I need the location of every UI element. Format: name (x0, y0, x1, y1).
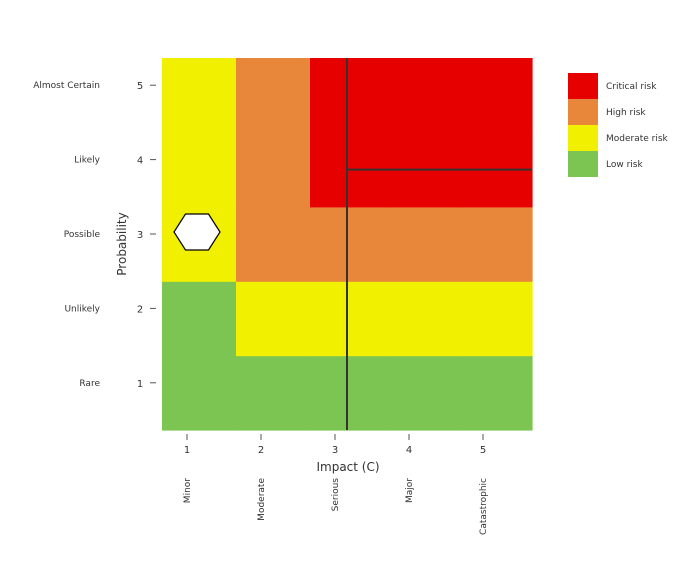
x-tick-label: 1 (184, 445, 190, 456)
x-category-label: Catastrophic (479, 478, 489, 535)
x-tick-label: 2 (258, 445, 264, 456)
heatmap-cell-x5-y1 (458, 355, 533, 431)
x-tick-label: 4 (406, 445, 412, 456)
x-tick-label: 5 (480, 445, 486, 456)
y-category-label: Unlikely (64, 304, 100, 314)
heatmap-cell-x4-y2 (384, 281, 459, 357)
x-category-label: Major (405, 478, 415, 503)
heatmap-cell-x1-y4 (162, 132, 237, 208)
y-tick-label: 5 (137, 81, 143, 92)
heatmap-cell-x5-y3 (458, 206, 533, 282)
heatmap-cell-x2-y2 (236, 281, 311, 357)
x-category-label: Minor (183, 478, 193, 503)
y-tick-label: 4 (137, 156, 143, 167)
y-axis-title: Probability (115, 212, 129, 275)
heatmap-cell-x2-y4 (236, 132, 311, 208)
x-axis-title: Impact (C) (316, 460, 379, 474)
x-category-label: Serious (331, 478, 341, 512)
x-axis: 1 Minor 2 Moderate 3 Serious 4 Major 5 Catastroph… (183, 434, 489, 535)
heatmap-cell-x1-y2 (162, 281, 237, 357)
heatmap-cell-x1-y5 (162, 58, 237, 133)
legend: Critical risk High risk Moderate risk Low r… (568, 73, 669, 177)
heatmap-cell-x5-y2 (458, 281, 533, 357)
heatmap-cell-x2-y5 (236, 58, 311, 133)
y-axis: 1 Rare 2 Unlikely 3 Possible 4 Likely 5 Almost Ce… (33, 81, 156, 390)
risk-marker-hexagon (173, 213, 221, 251)
y-category-label: Almost Certain (33, 81, 100, 91)
legend-swatch (568, 125, 598, 151)
y-category-label: Likely (74, 156, 100, 166)
heatmap-cell-x4-y5 (384, 58, 459, 133)
legend-swatch (568, 151, 598, 177)
legend-label: Moderate risk (606, 134, 669, 144)
legend-label: Critical risk (606, 82, 657, 92)
heatmap-cell-x2-y3 (236, 206, 311, 282)
heatmap-cell-x5-y5 (458, 58, 533, 133)
risk-marker-layer (173, 213, 221, 251)
heatmap-cell-x2-y1 (236, 355, 311, 431)
heatmap-cell-x4-y1 (384, 355, 459, 431)
legend-swatch (568, 73, 598, 99)
y-tick-label: 3 (137, 230, 143, 241)
legend-label: Low risk (606, 160, 643, 170)
heatmap-cell-x1-y1 (162, 355, 237, 431)
x-category-label: Moderate (257, 478, 267, 521)
x-tick-label: 3 (332, 445, 338, 456)
threshold-lines (346, 58, 532, 430)
legend-swatch (568, 99, 598, 125)
y-category-label: Possible (64, 230, 101, 240)
legend-label: High risk (606, 108, 646, 118)
heatmap-cell-x4-y3 (384, 206, 459, 282)
y-category-label: Rare (79, 379, 100, 389)
y-tick-label: 1 (137, 379, 143, 390)
y-tick-label: 2 (137, 304, 143, 315)
